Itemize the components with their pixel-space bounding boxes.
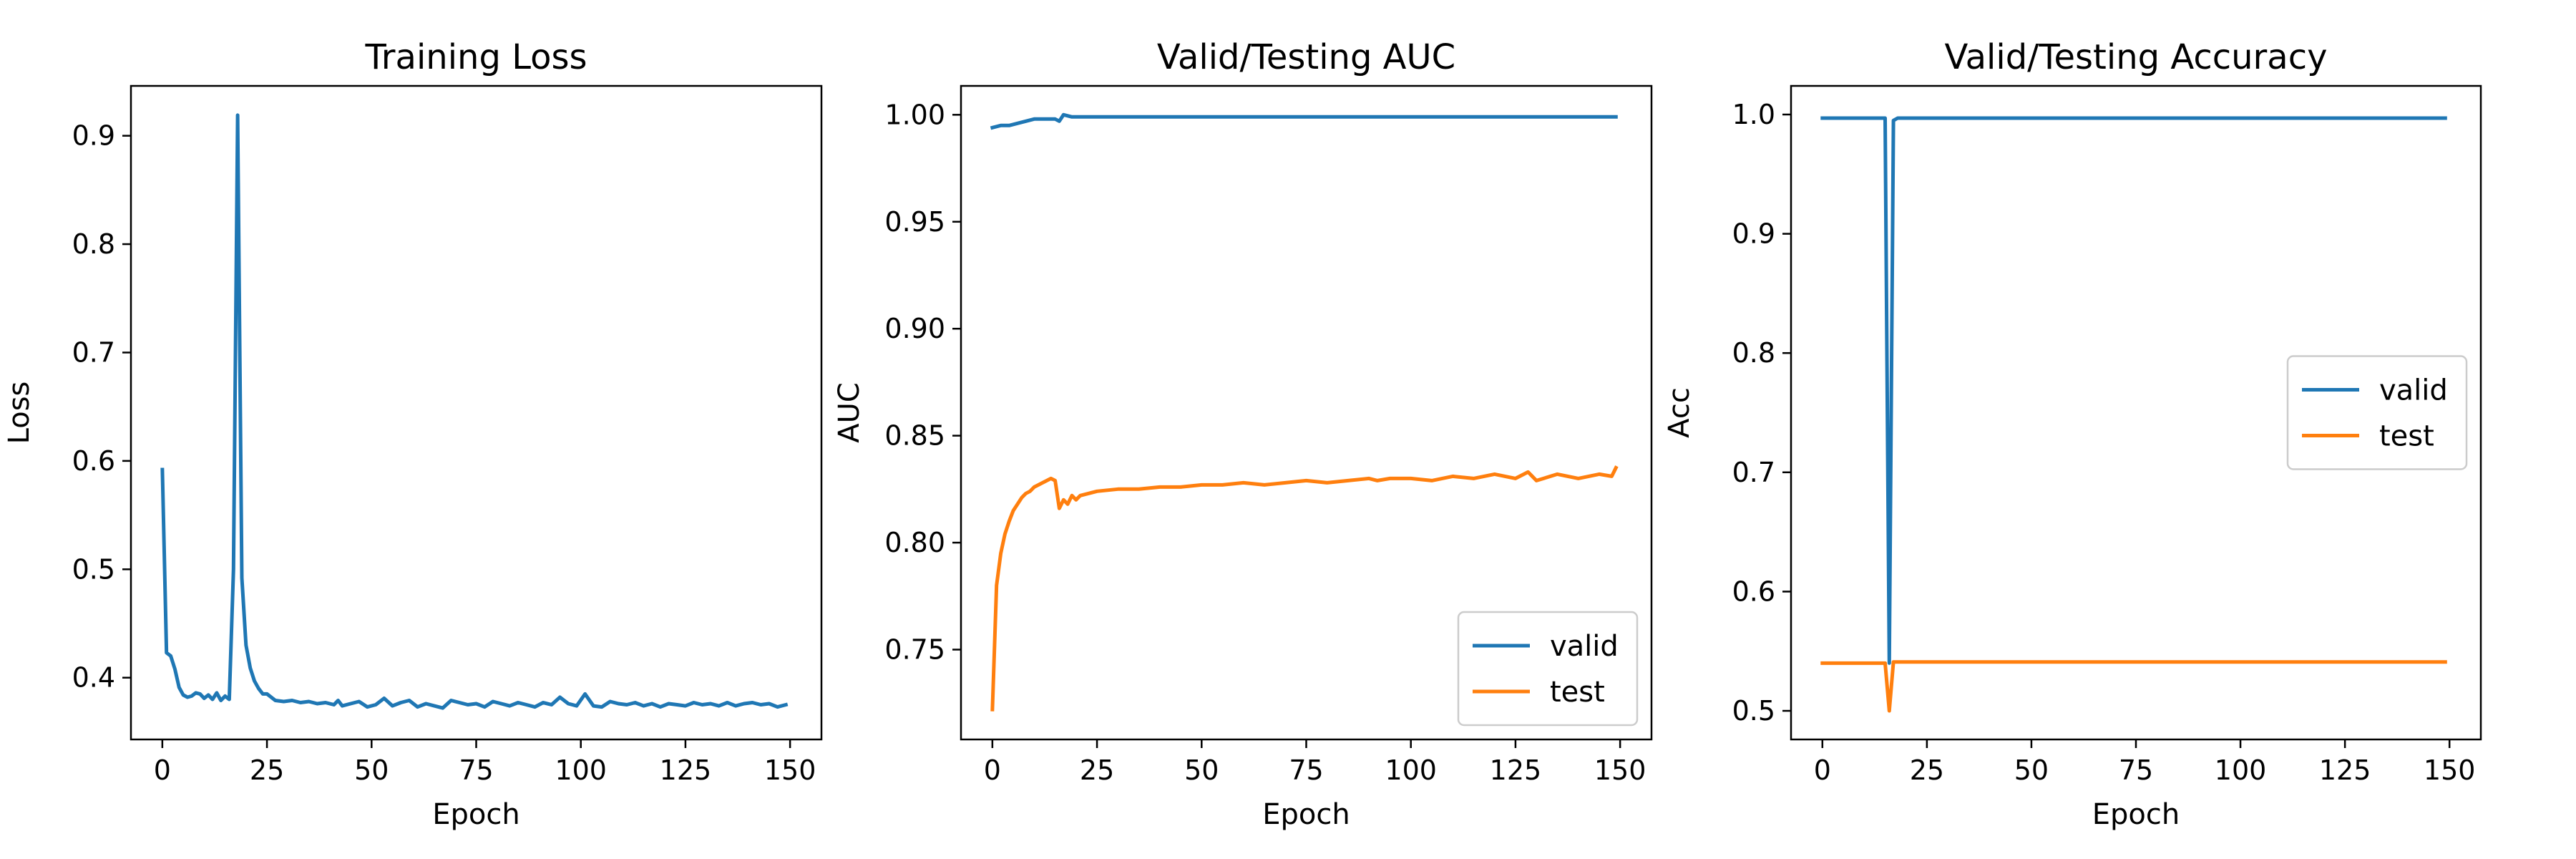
series-line-test: [1820, 660, 2447, 713]
x-tick-label: 125: [660, 754, 712, 786]
series-line-test: [990, 465, 1619, 712]
x-axis-label: Epoch: [1262, 798, 1350, 831]
y-tick-label: 0.9: [72, 120, 115, 152]
x-tick-label: 75: [2119, 754, 2153, 786]
x-tick-label: 0: [154, 754, 171, 786]
x-tick-label: 25: [1910, 754, 1944, 786]
chart-panel-1: 0 25 50 75 100 125 150 0.4 0.5 0.6 0.7 0.8 0.9 Traini…: [3, 37, 823, 831]
x-tick-label: 25: [1080, 754, 1114, 786]
x-tick-label: 100: [1385, 754, 1437, 786]
y-tick-label: 0.8: [72, 228, 115, 260]
x-axis-label: Epoch: [2092, 798, 2180, 831]
x-tick-label: 150: [764, 754, 816, 786]
y-tick-label: 0.95: [884, 206, 945, 238]
series-line-valid: [990, 112, 1618, 130]
x-tick-label: 125: [2319, 754, 2371, 786]
legend-label-test: test: [2379, 420, 2434, 453]
series-line-valid: [1820, 116, 2447, 665]
y-tick-label: 0.80: [884, 527, 945, 558]
y-tick-label: 0.85: [884, 420, 945, 452]
legend: valid test: [2286, 355, 2468, 470]
y-tick-label: 0.6: [72, 445, 115, 477]
y-tick-label: 0.7: [1732, 457, 1775, 488]
chart-panel-3: 0 25 50 75 100 125 150 0.5 0.6 0.7 0.8 0.9 1.0 Valid/…: [1663, 37, 2482, 831]
x-tick-label: 25: [250, 754, 284, 786]
legend-label-valid: valid: [1550, 630, 1619, 663]
y-tick-label: 1.0: [1732, 99, 1775, 130]
y-tick-label: 0.9: [1732, 218, 1775, 250]
y-tick-label: 0.6: [1732, 576, 1775, 607]
legend: valid test: [1457, 611, 1639, 727]
x-tick-label: 50: [354, 754, 389, 786]
x-tick-label: 50: [1184, 754, 1219, 786]
chart-title: Valid/Testing Accuracy: [1945, 37, 2328, 77]
legend-box: [1457, 611, 1639, 727]
y-axis-label: Acc: [1663, 387, 1696, 438]
x-tick-label: 0: [1814, 754, 1831, 786]
x-tick-label: 150: [1594, 754, 1646, 786]
y-tick-label: 0.5: [1732, 695, 1775, 727]
y-tick-label: 0.7: [72, 336, 115, 368]
y-axis-label: AUC: [833, 382, 866, 443]
chart-panel-2: 0 25 50 75 100 125 150 0.75 0.80 0.85 0.90 0.95 1.00…: [833, 37, 1653, 831]
x-tick-label: 150: [2424, 754, 2476, 786]
y-tick-label: 0.90: [884, 313, 945, 344]
chart-title: Valid/Testing AUC: [1157, 37, 1455, 77]
x-tick-label: 75: [1289, 754, 1323, 786]
x-tick-label: 100: [2215, 754, 2267, 786]
x-tick-label: 50: [2014, 754, 2049, 786]
x-tick-label: 125: [1490, 754, 1542, 786]
x-tick-label: 75: [459, 754, 493, 786]
legend-label-test: test: [1550, 676, 1605, 709]
legend-label-valid: valid: [2379, 374, 2448, 407]
y-tick-label: 0.5: [72, 553, 115, 585]
series-line-loss: [160, 113, 789, 710]
x-axis-label: Epoch: [432, 798, 519, 831]
x-tick-label: 0: [984, 754, 1001, 786]
y-tick-label: 1.00: [884, 99, 945, 130]
chart-title: Training Loss: [365, 37, 587, 77]
legend-box: [2286, 355, 2468, 470]
y-tick-label: 0.8: [1732, 337, 1775, 369]
y-tick-label: 0.4: [72, 662, 115, 694]
x-tick-label: 100: [555, 754, 607, 786]
y-tick-label: 0.75: [884, 634, 945, 665]
y-axis-label: Loss: [3, 382, 36, 445]
